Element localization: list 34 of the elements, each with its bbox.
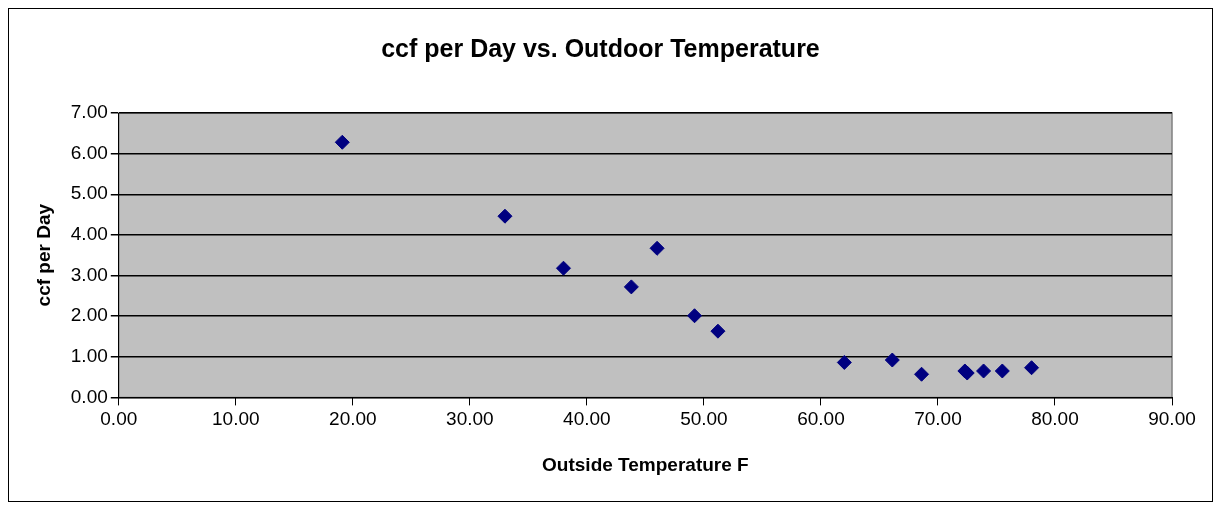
point [994, 363, 1010, 379]
point [710, 323, 726, 339]
point [884, 352, 900, 368]
x-tick-label: 30.00 [446, 408, 494, 430]
y-tick-label: 2.00 [70, 304, 108, 326]
x-tick-label: 70.00 [914, 408, 962, 430]
point [497, 208, 513, 224]
x-tick-label: 10.00 [212, 408, 260, 430]
point [914, 366, 930, 382]
y-tick-label: 5.00 [70, 182, 108, 204]
point [1024, 360, 1040, 376]
y-tick-label: 3.00 [70, 263, 108, 285]
x-tick-label: 60.00 [797, 408, 845, 430]
chart-title: ccf per Day vs. Outdoor Temperature [381, 33, 820, 62]
point [836, 354, 852, 370]
x-tick-label: 80.00 [1031, 408, 1079, 430]
x-tick-label: 0.00 [100, 408, 138, 430]
y-tick-label: 6.00 [70, 141, 108, 163]
point [555, 260, 571, 276]
y-tick-label: 7.00 [70, 101, 108, 123]
y-axis-title: ccf per Day [32, 203, 54, 307]
y-tick-label: 0.00 [70, 385, 108, 407]
point [623, 279, 639, 295]
point [649, 240, 665, 256]
point [687, 308, 703, 324]
y-tick-label: 1.00 [70, 345, 108, 367]
point [334, 134, 350, 150]
x-tick-label: 50.00 [680, 408, 728, 430]
x-tick-label: 40.00 [563, 408, 611, 430]
x-tick-label: 90.00 [1148, 408, 1196, 430]
x-tick-label: 20.00 [329, 408, 377, 430]
x-axis-title: Outside Temperature F [542, 453, 749, 475]
y-tick-label: 4.00 [70, 223, 108, 245]
point [976, 363, 992, 379]
